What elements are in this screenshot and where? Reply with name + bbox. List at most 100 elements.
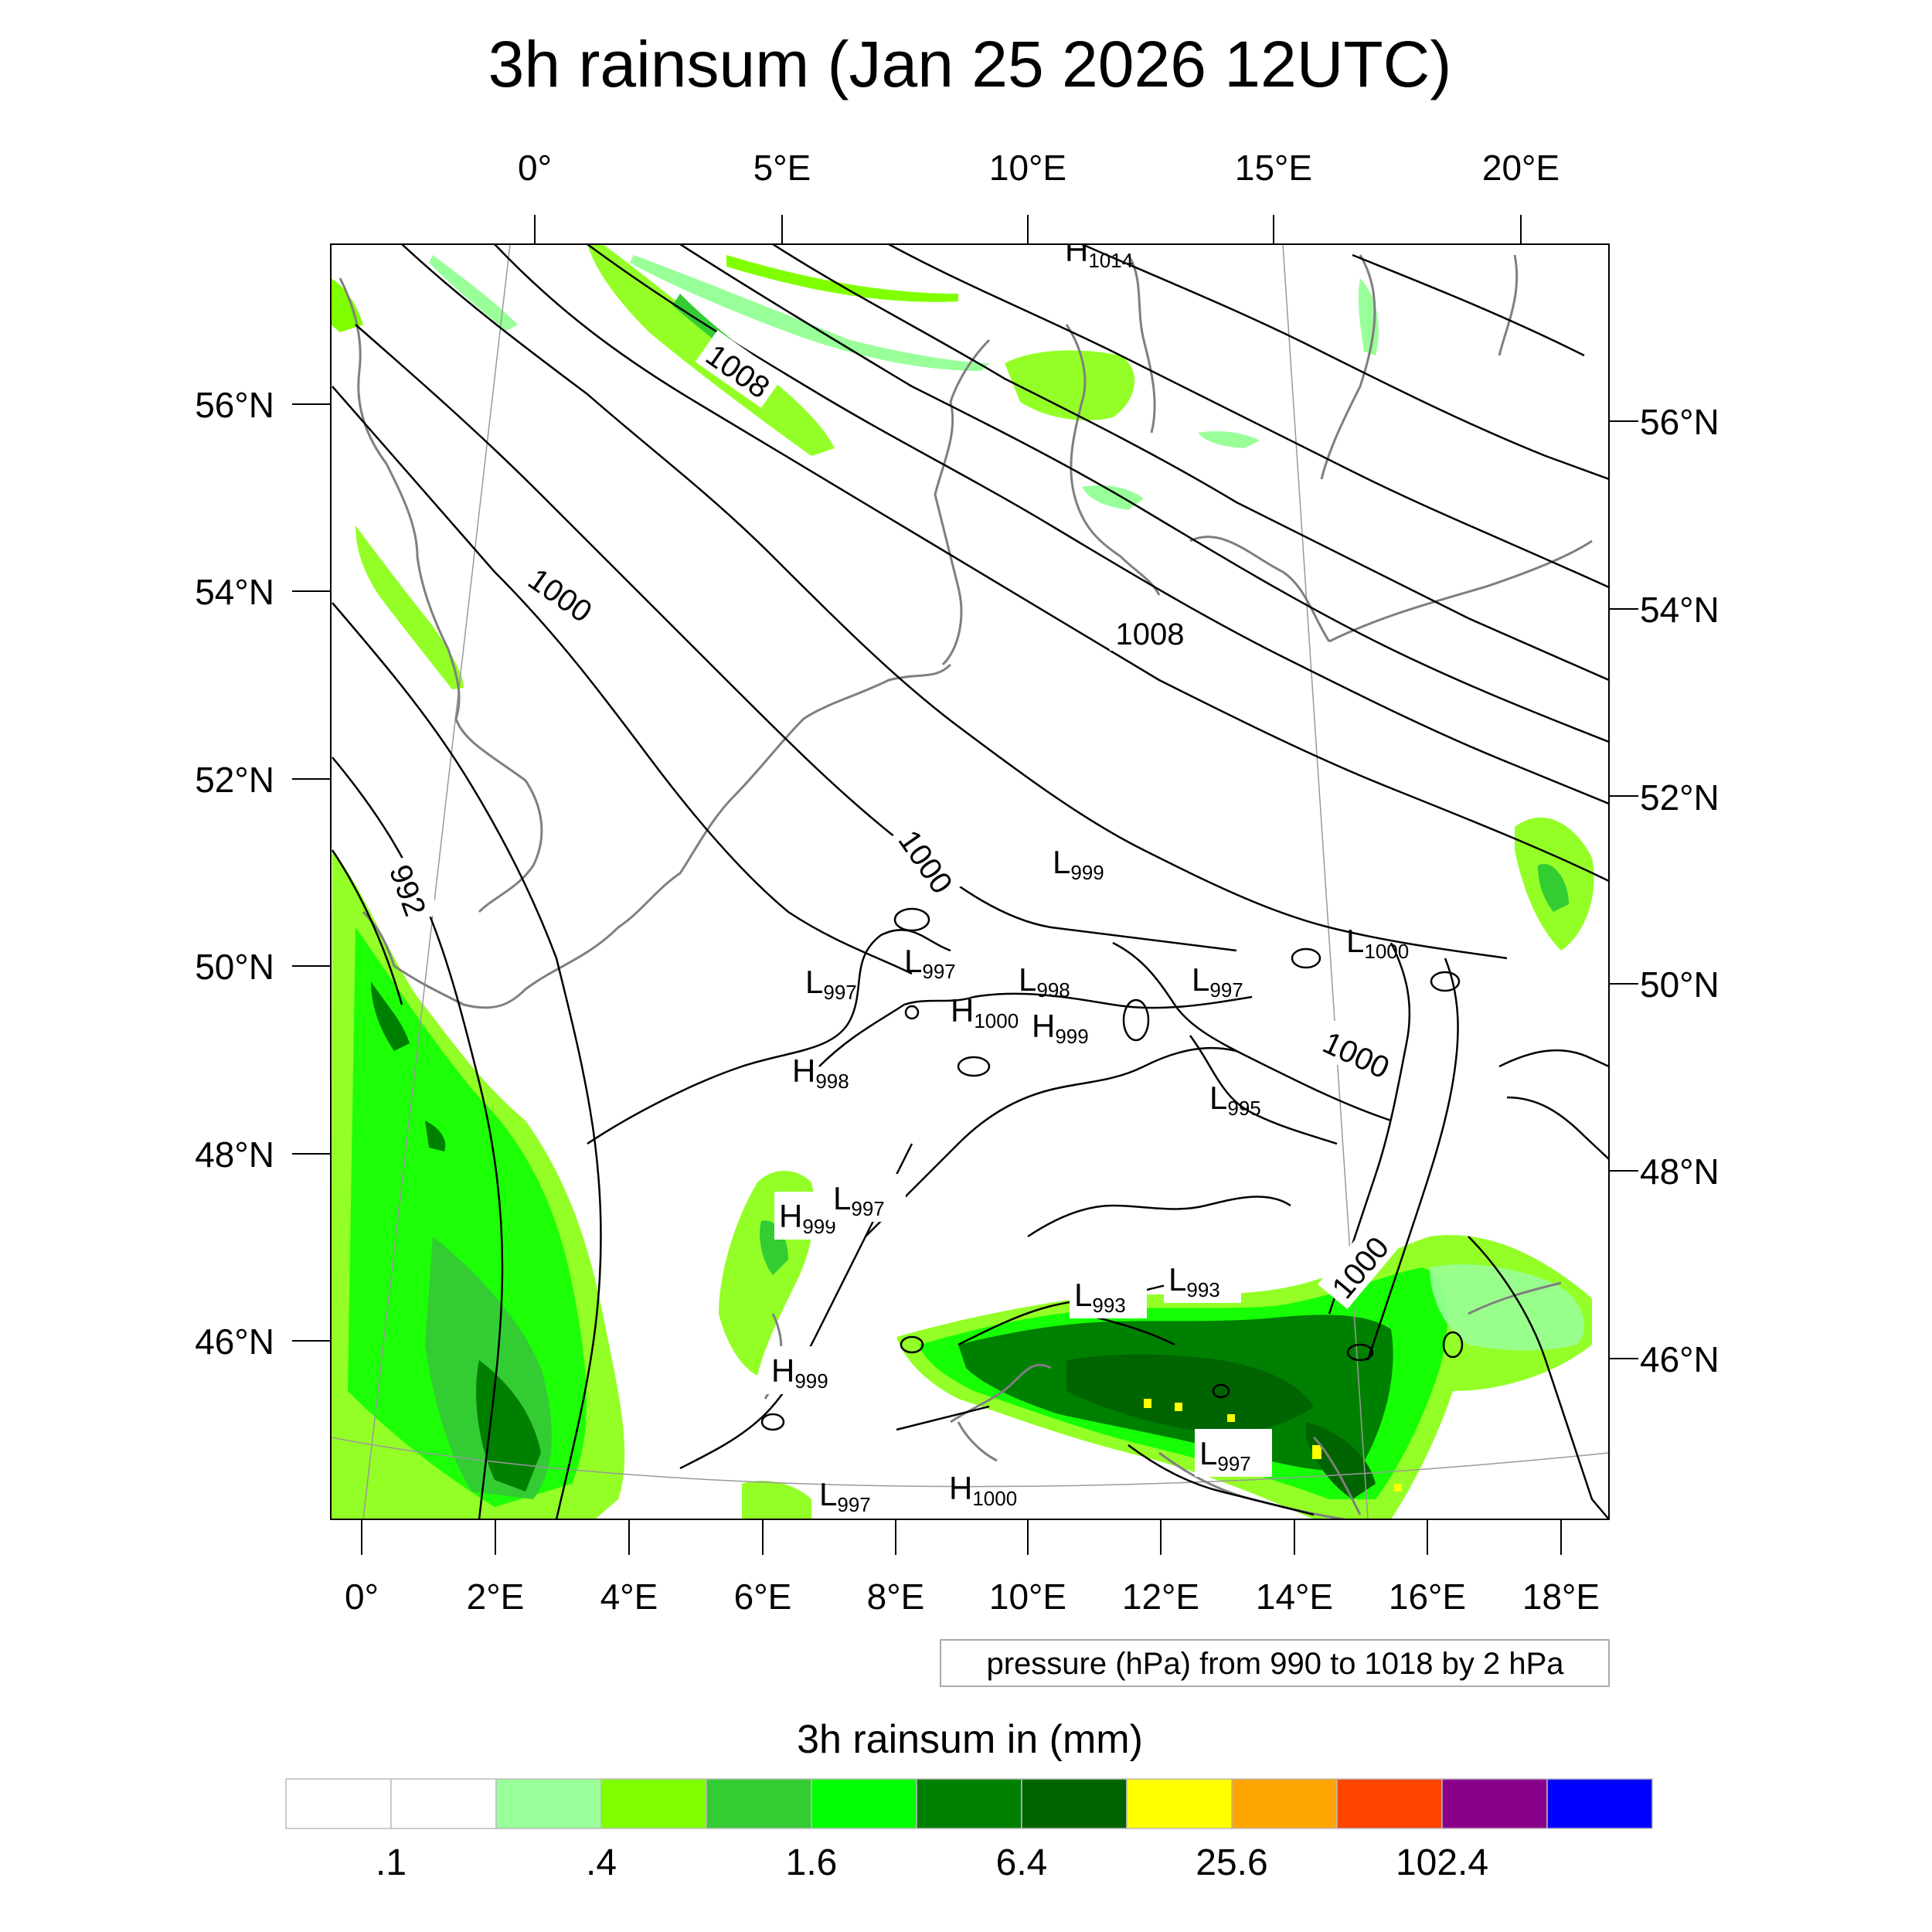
left-ticks — [292, 403, 331, 1342]
pressure-center-marker: L995 — [1209, 1080, 1261, 1120]
bottom-lon-label: 18°E — [1522, 1577, 1600, 1617]
colorbar-label: .1 — [376, 1842, 406, 1883]
svg-text:H1014: H1014 — [1065, 232, 1133, 272]
colorbar-swatch — [706, 1778, 812, 1829]
bottom-lon-label: 6°E — [734, 1577, 792, 1617]
right-lat-label: 52°N — [1640, 777, 1719, 818]
pressure-center-marker: L997 — [805, 964, 857, 1004]
top-lon-label: 10°E — [989, 148, 1066, 188]
colorbar-swatch — [600, 1778, 707, 1829]
coastlines — [338, 254, 1593, 1519]
svg-text:H999: H999 — [1032, 1008, 1089, 1048]
right-lat-label: 48°N — [1640, 1151, 1719, 1192]
bottom-lon-label: 4°E — [600, 1577, 658, 1617]
bottom-lon-label: 2°E — [467, 1577, 525, 1617]
svg-text:L997: L997 — [833, 1180, 885, 1220]
left-lat-label: 48°N — [195, 1134, 274, 1175]
svg-text:L993: L993 — [1168, 1261, 1220, 1301]
pressure-center-marker: H1000 — [949, 1470, 1017, 1510]
pressure-center-marker: L997 — [904, 943, 956, 983]
right-lat-label: 46°N — [1640, 1339, 1719, 1379]
colorbar-swatch — [1231, 1778, 1338, 1829]
left-lat-label: 50°N — [195, 947, 274, 987]
pressure-center-marker: L997 — [1195, 1429, 1272, 1477]
svg-text:L998: L998 — [1019, 961, 1070, 1002]
pressure-center-marker: H998 — [792, 1053, 849, 1093]
bottom-lon-labels: 0° 2°E 4°E 6°E 8°E 10°E 12°E 14°E 16°E 1… — [345, 1577, 1600, 1617]
colorbar-label: 1.6 — [786, 1842, 838, 1883]
colorbar-swatch — [1441, 1778, 1548, 1829]
svg-text:L1000: L1000 — [1346, 923, 1409, 963]
left-lat-label: 46°N — [195, 1321, 274, 1362]
colorbar-swatch — [285, 1778, 392, 1829]
rain-area-west-heaviest — [476, 1360, 541, 1492]
contour-info-box: pressure (hPa) from 990 to 1018 by 2 hPa — [940, 1639, 1610, 1687]
bottom-lon-label: 10°E — [989, 1577, 1066, 1617]
top-lon-label: 0° — [518, 148, 552, 188]
svg-text:L999: L999 — [1053, 844, 1104, 884]
bottom-ticks — [361, 1519, 1562, 1555]
left-lat-label: 56°N — [195, 385, 274, 425]
colorbar-title: 3h rainsum in (mm) — [797, 1717, 1143, 1762]
colorbar-swatch — [1546, 1778, 1653, 1829]
bottom-lon-label: 0° — [345, 1577, 379, 1617]
top-lon-label: 15°E — [1235, 148, 1312, 188]
pressure-center-marker: L993 — [1070, 1270, 1147, 1318]
svg-text:L993: L993 — [1074, 1277, 1126, 1317]
pressure-center-marker: L997 — [1192, 961, 1243, 1002]
svg-text:L997: L997 — [805, 964, 857, 1004]
pressure-center-marker: H999 — [767, 1346, 844, 1394]
colorbar-label: 6.4 — [996, 1842, 1048, 1883]
isobar-closed-contours — [760, 907, 1464, 1431]
right-lat-label: 56°N — [1640, 402, 1719, 442]
bottom-lon-label: 14°E — [1256, 1577, 1333, 1617]
colorbar-swatch — [916, 1778, 1022, 1829]
svg-text:L997: L997 — [1199, 1435, 1251, 1475]
contour-info-text: pressure (hPa) from 990 to 1018 by 2 hPa — [986, 1647, 1564, 1681]
colorbar — [285, 1778, 1653, 1829]
svg-text:H999: H999 — [771, 1352, 828, 1393]
colorbar-label: 102.4 — [1396, 1842, 1488, 1883]
pressure-center-marker: L999 — [1053, 844, 1104, 884]
svg-text:H999: H999 — [779, 1198, 836, 1238]
pressure-center-marker: L997 — [819, 1476, 871, 1516]
svg-text:L997: L997 — [819, 1476, 871, 1516]
svg-text:H1000: H1000 — [949, 1470, 1017, 1510]
pressure-center-marker: L998 — [1019, 961, 1070, 1002]
right-lat-label: 50°N — [1640, 964, 1719, 1005]
colorbar-label: .4 — [586, 1842, 617, 1883]
colorbar-swatch — [811, 1778, 917, 1829]
colorbar-label: 25.6 — [1196, 1842, 1267, 1883]
rain-area-denmark — [1005, 350, 1135, 420]
bottom-lon-label: 12°E — [1122, 1577, 1199, 1617]
pressure-centers: H1014 L999 L1000 L997 L997 L998 L997 H10… — [767, 232, 1409, 1516]
pressure-center-marker: H1000 — [951, 992, 1019, 1032]
colorbar-swatch — [390, 1778, 497, 1829]
pressure-center-marker: H1014 — [1065, 232, 1133, 272]
pressure-center-marker: H999 — [1032, 1008, 1089, 1048]
isobar-label: 1008 — [1116, 617, 1185, 651]
map-title: 3h rainsum (Jan 25 2026 12UTC) — [488, 28, 1452, 100]
colorbar-swatch — [495, 1778, 602, 1829]
colorbar-labels: .1 .4 1.6 6.4 25.6 102.4 — [376, 1842, 1488, 1883]
top-ticks — [534, 215, 1522, 244]
top-lon-label: 20°E — [1482, 148, 1560, 188]
svg-text:H998: H998 — [792, 1053, 849, 1093]
right-lat-label: 54°N — [1640, 590, 1719, 630]
pressure-center-marker: L993 — [1164, 1255, 1241, 1303]
right-ticks — [1609, 420, 1638, 1359]
colorbar-swatch — [1126, 1778, 1233, 1829]
left-lat-label: 54°N — [195, 572, 274, 612]
svg-text:L997: L997 — [904, 943, 956, 983]
svg-text:H1000: H1000 — [951, 992, 1019, 1032]
bottom-lon-label: 8°E — [867, 1577, 925, 1617]
left-lat-label: 52°N — [195, 760, 274, 800]
svg-text:L997: L997 — [1192, 961, 1243, 1002]
pressure-center-marker: L1000 — [1346, 923, 1409, 963]
top-lon-label: 5°E — [753, 148, 811, 188]
bottom-lon-label: 16°E — [1389, 1577, 1466, 1617]
map-plot-area: 1008 1000 1008 1000 992 1000 — [331, 232, 1609, 1519]
pressure-center-marker: L997 — [828, 1174, 906, 1222]
